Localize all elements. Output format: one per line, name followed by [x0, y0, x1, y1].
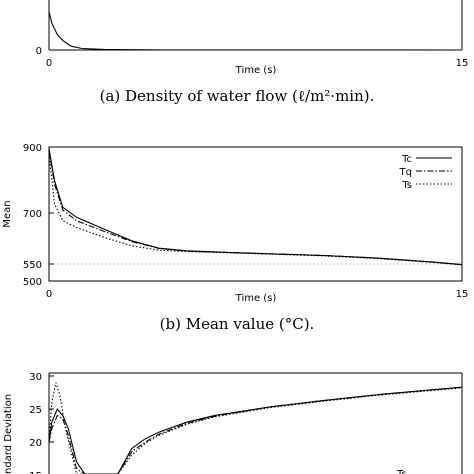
- panel-c-legend-label-ts: Ts: [396, 469, 407, 474]
- series-line-tq: [48, 386, 463, 474]
- panel-c-ylabel: ndard Deviation: [3, 394, 14, 474]
- panel-a: 0 0 15 Time (s) (a) Density of water flo…: [36, 0, 469, 105]
- panel-c-series: [48, 382, 463, 474]
- series-line-tq: [48, 150, 463, 266]
- panel-b-ytick-550: 550: [23, 260, 42, 271]
- panel-a-xtick-1: 15: [456, 58, 469, 69]
- panel-c-ytick-30: 30: [29, 372, 42, 383]
- panel-c-ytick-15: 15: [29, 471, 42, 474]
- legend-label-ts: Ts: [401, 180, 412, 191]
- panel-a-xlabel: Time (s): [235, 65, 277, 76]
- panel-b-xtick-0: 0: [46, 289, 52, 300]
- legend-label-tc: Tc: [401, 154, 412, 165]
- panel-b-ylabel: Mean: [2, 200, 13, 227]
- panel-b-ytick-900: 900: [23, 143, 42, 154]
- panel-b-ytick-500: 500: [23, 277, 42, 288]
- panel-a-xtick-0: 0: [46, 58, 52, 69]
- series-line-tc: [48, 386, 463, 474]
- panel-b-legend: Tc Tq Ts: [399, 154, 452, 191]
- panel-c-ytick-20: 20: [29, 438, 42, 449]
- panel-a-ytick-0: 0: [36, 46, 42, 57]
- panel-b-series: [48, 148, 463, 266]
- panel-b-caption: (b) Mean value (°C).: [160, 315, 315, 333]
- panel-b-xtick-1: 15: [456, 289, 469, 300]
- panel-b: 900 700 550 500 Mean 0 15 Time (s) (b) M…: [2, 143, 468, 333]
- series-line-ts: [48, 382, 463, 474]
- panel-c: 30 25 20 15 ndard Deviation Ts: [3, 372, 463, 474]
- panel-a-caption: (a) Density of water flow (ℓ/m²·min).: [100, 87, 375, 105]
- panel-a-series: [48, 11, 463, 51]
- panel-b-ytick-700: 700: [23, 209, 42, 220]
- panel-b-frame: [48, 146, 463, 282]
- series-line-density: [48, 11, 463, 51]
- panel-c-ytick-25: 25: [29, 405, 42, 416]
- legend-label-tq: Tq: [399, 167, 412, 178]
- panel-b-xlabel: Time (s): [235, 293, 277, 304]
